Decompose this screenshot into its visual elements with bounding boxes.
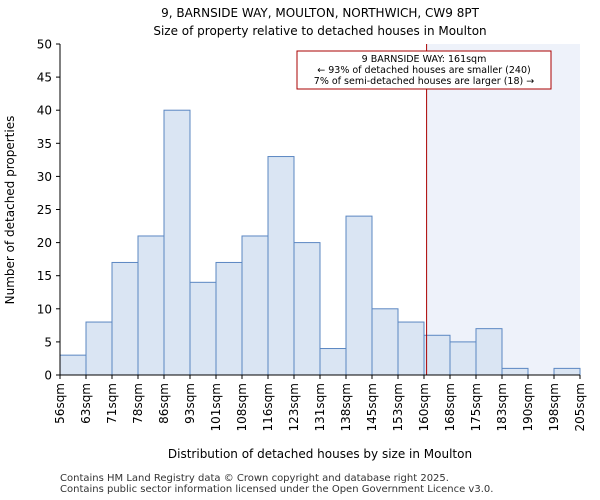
chart-title: 9, BARNSIDE WAY, MOULTON, NORTHWICH, CW9… — [161, 6, 479, 20]
y-axis-label: Number of detached properties — [3, 116, 17, 305]
x-tick-label: 168sqm — [443, 383, 457, 431]
bar — [215, 261, 243, 376]
x-tick-label: 160sqm — [417, 383, 431, 431]
bar — [163, 109, 191, 376]
bar — [137, 235, 165, 376]
y-tick-label: 25 — [37, 203, 52, 217]
annotation-line-1: 9 BARNSIDE WAY: 161sqm — [362, 54, 487, 65]
highlight-region — [426, 44, 580, 375]
bar — [397, 321, 425, 376]
y-axis-ticks: 0 5 10 15 20 25 30 35 40 45 50 — [37, 38, 60, 383]
y-tick-label: 35 — [37, 137, 52, 151]
bar — [85, 321, 113, 376]
bar — [501, 367, 529, 376]
x-axis-label: Distribution of detached houses by size … — [168, 447, 472, 461]
bar — [111, 261, 139, 376]
y-tick-label: 45 — [37, 71, 52, 85]
bar — [475, 328, 503, 376]
x-tick-label: 153sqm — [391, 383, 405, 431]
y-tick-label: 10 — [37, 302, 52, 316]
y-tick-label: 5 — [44, 335, 52, 349]
x-tick-label: 86sqm — [157, 383, 171, 424]
x-tick-label: 190sqm — [521, 383, 535, 431]
y-tick-label: 40 — [37, 104, 52, 118]
x-axis-ticks: 56sqm 63sqm 71sqm 78sqm 86sqm 93sqm 101sqm 108s… — [53, 375, 587, 431]
y-tick-label: 0 — [44, 369, 52, 383]
x-tick-label: 71sqm — [105, 383, 119, 424]
y-tick-label: 30 — [37, 170, 52, 184]
bar — [345, 215, 373, 376]
x-tick-label: 101sqm — [209, 383, 223, 431]
bar — [59, 354, 87, 376]
bar — [241, 235, 269, 376]
bar — [189, 281, 217, 376]
x-tick-label: 198sqm — [547, 383, 561, 431]
x-tick-label: 56sqm — [53, 383, 67, 424]
x-tick-label: 93sqm — [183, 383, 197, 424]
bar — [267, 156, 295, 376]
x-tick-label: 116sqm — [261, 383, 275, 431]
x-tick-label: 145sqm — [365, 383, 379, 431]
bars — [59, 109, 581, 376]
footer-line-2: Contains public sector information licen… — [60, 484, 494, 495]
x-tick-label: 123sqm — [287, 383, 301, 431]
highlight-area — [426, 44, 580, 375]
x-tick-label: 63sqm — [79, 383, 93, 424]
annotation-box: 9 BARNSIDE WAY: 161sqm ← 93% of detached… — [296, 50, 552, 90]
x-tick-label: 108sqm — [235, 383, 249, 431]
y-tick-label: 15 — [37, 269, 52, 283]
y-tick-label: 50 — [37, 38, 52, 52]
bar — [449, 341, 477, 376]
x-tick-label: 183sqm — [495, 383, 509, 431]
bar — [423, 334, 451, 376]
x-tick-label: 205sqm — [573, 383, 587, 431]
chart-subtitle: Size of property relative to detached ho… — [153, 24, 486, 38]
bar — [553, 367, 581, 376]
x-tick-label: 138sqm — [339, 383, 353, 431]
x-tick-label: 175sqm — [469, 383, 483, 431]
footer: Contains HM Land Registry data © Crown c… — [60, 473, 493, 495]
annotation-line-3: 7% of semi-detached houses are larger (1… — [314, 76, 534, 87]
x-tick-label: 131sqm — [313, 383, 327, 431]
annotation-line-2: ← 93% of detached houses are smaller (24… — [317, 65, 530, 76]
annotation-frame — [296, 50, 552, 90]
footer-line-1: Contains HM Land Registry data © Crown c… — [60, 473, 449, 484]
y-tick-label: 20 — [37, 236, 52, 250]
bar — [319, 348, 347, 376]
x-tick-label: 78sqm — [131, 383, 145, 424]
bar — [293, 242, 321, 376]
bar — [371, 308, 399, 376]
